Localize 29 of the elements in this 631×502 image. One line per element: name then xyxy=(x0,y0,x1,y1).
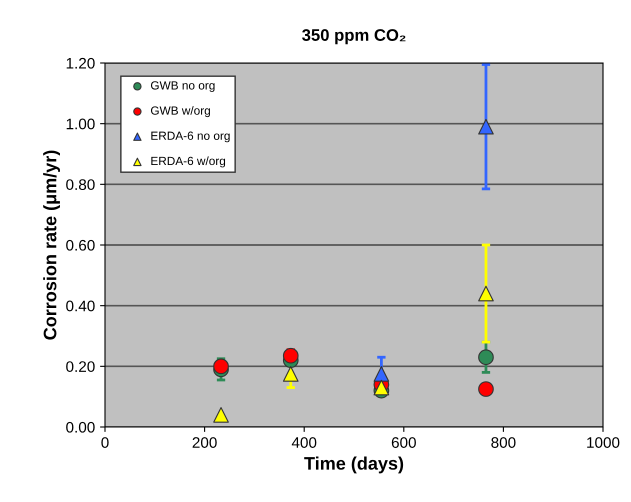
x-tick-label: 1000 xyxy=(587,437,620,448)
x-axis-title: Time (days) xyxy=(304,456,404,474)
point xyxy=(282,366,299,382)
legend-label: GWB no org xyxy=(150,81,215,92)
y-tick-label: 0.20 xyxy=(66,361,95,372)
point xyxy=(374,366,390,382)
y-tick-label: 0.60 xyxy=(66,240,95,251)
chart-title: 350 ppm CO₂ xyxy=(302,29,406,44)
y-axis-title: Corrosion rate (μm/yr) xyxy=(43,150,60,340)
point xyxy=(478,286,494,302)
y-tick-label: 0.00 xyxy=(66,422,95,433)
legend-label: GWB w/org xyxy=(150,106,210,118)
x-tick-label: 800 xyxy=(491,437,516,448)
legend-label: ERDA-6 w/org xyxy=(151,156,226,168)
x-tick-label: 400 xyxy=(292,437,316,448)
x-tick-label: 0 xyxy=(101,437,109,448)
y-tick-label: 1.20 xyxy=(66,58,95,69)
x-tick-label: 200 xyxy=(192,437,217,448)
point xyxy=(478,349,494,366)
y-tick-label: 0.80 xyxy=(66,179,95,190)
y-tick-label: 0.40 xyxy=(66,300,95,312)
legend-label: ERDA-6 no org xyxy=(151,132,230,142)
point xyxy=(213,407,229,423)
x-tick-label: 600 xyxy=(392,437,416,448)
y-tick-label: 1.00 xyxy=(66,118,95,130)
point xyxy=(374,380,390,396)
point xyxy=(282,348,299,364)
point xyxy=(478,381,494,397)
point xyxy=(478,118,494,135)
